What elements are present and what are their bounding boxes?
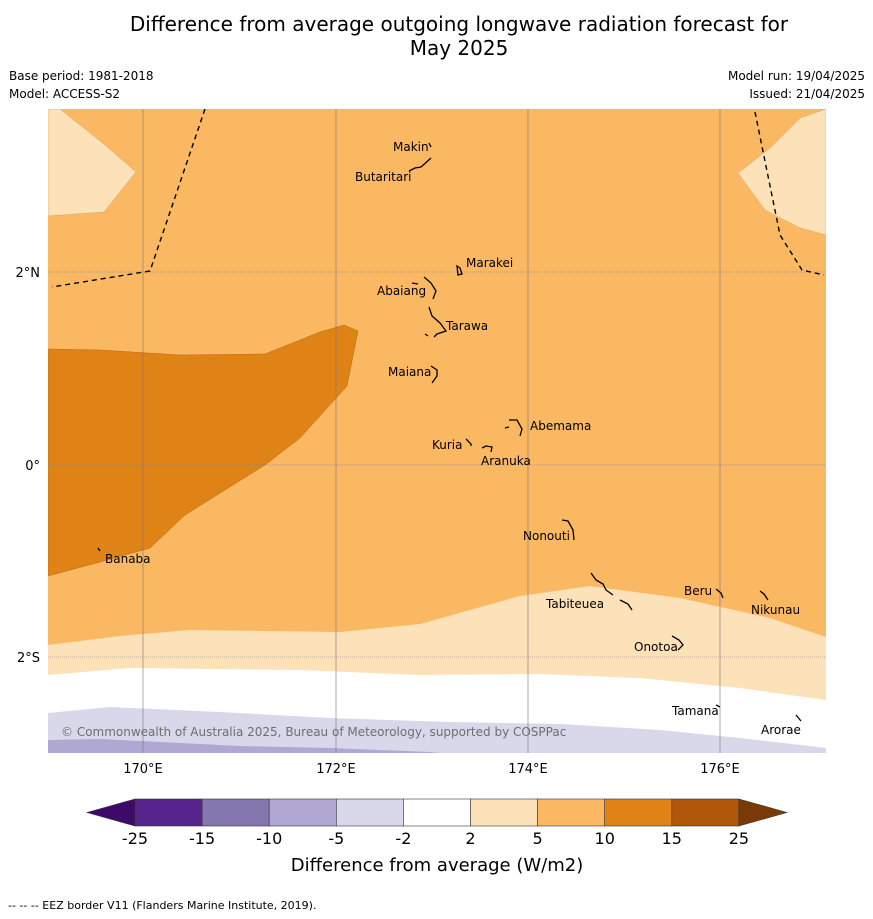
tamana-island [715,704,721,708]
tabiteuea-south [619,599,633,611]
model-run-text: Model run: 19/04/2025 [727,69,865,83]
axis-labels: 170°E 172°E 174°E 176°E 2°N 0° 2°S [16,266,740,777]
maiana-island [430,365,438,384]
abemama-west-reef [504,426,510,429]
makin-island [428,142,432,148]
colorbar-cell [403,798,471,827]
anomaly-2-5-region-ne [737,109,826,236]
island-label-tarawa: Tarawa [445,319,488,333]
colorbar-cell [335,798,404,827]
title-line-1: Difference from average outgoing longwav… [129,12,789,36]
map-grid [48,109,826,753]
colorbar-extend-high [738,798,789,827]
colorbar-cell [537,798,605,827]
eez-border [51,109,825,288]
anomaly-neg5-neg10-region [48,739,440,753]
island-label-marakei: Marakei [466,256,513,270]
colorbar-tick-label: 2 [465,829,475,848]
model-text: Model: ACCESS-S2 [9,87,121,101]
colorbar-tick-label: -15 [189,829,215,848]
lon-label-170: 170°E [123,762,163,777]
colorbar-label: Difference from average (W/m2) [291,855,583,876]
marakei-island [456,264,463,276]
island-label-abaiang: Abaiang [377,284,426,298]
butaritari-island [408,157,432,172]
meta-left: Base period: 1981-2018 Model: ACCESS-S2 [9,67,154,103]
colorbar-tick-label: 15 [662,829,682,848]
island-label-onotoa: Onotoa [634,640,678,654]
colorbar-cells [85,798,789,827]
colorbar-tick-labels: -25 -15 -10 -5 -2 2 5 10 15 25 [122,829,749,848]
nikunau-island [759,590,769,601]
island-labels: Makin Butaritari Marakei Abaiang Tarawa … [105,140,801,737]
tarawa-island [428,306,448,338]
abemama-island [509,419,523,437]
anomaly-2-5-region-nw [48,109,137,217]
island-label-beru: Beru [684,584,712,598]
eez-footnote: -- -- -- EEZ border V11 (Flanders Marine… [8,899,317,912]
tarawa-west-reef [424,333,429,337]
lon-label-172: 172°E [316,762,356,777]
title-line-2: May 2025 [409,36,509,60]
island-label-tabiteuea: Tabiteuea [545,597,604,611]
colorbar-tick-label: -5 [328,829,344,848]
island-label-tamana: Tamana [671,704,719,718]
copyright-text: © Commonwealth of Australia 2025, Bureau… [61,725,566,739]
colorbar-tick-label: 10 [595,829,615,848]
island-outlines [97,142,802,722]
nonouti-island [561,519,575,541]
lat-label-2n: 2°N [16,266,41,281]
colorbar-tick-label: 5 [533,829,543,848]
colorbar-tick-label: 25 [729,829,749,848]
colorbar-cell [604,798,673,827]
colorbar-tick-label: -25 [122,829,148,848]
arorae-island [795,714,802,722]
island-label-aranuka: Aranuka [481,454,531,468]
colorbar-tick-label: -2 [395,829,411,848]
colorbar-cell [201,798,270,827]
issued-text: Issued: 21/04/2025 [749,87,865,101]
island-label-banaba: Banaba [105,552,151,566]
aranuka-island [481,445,493,453]
lat-label-2s: 2°S [17,651,40,666]
abaiang-west-reef [411,282,419,285]
map-title: Difference from average outgoing longwav… [0,12,873,60]
island-label-arorae: Arorae [761,723,801,737]
base-period-text: Base period: 1981-2018 [9,69,154,83]
banaba-island [97,547,101,552]
anomaly-10-15-region [48,324,359,577]
island-label-nikunau: Nikunau [751,603,800,617]
tabiteuea-north [590,572,614,596]
island-label-makin: Makin [393,140,429,154]
lon-label-176: 176°E [700,762,740,777]
meta-right: Model run: 19/04/2025 Issued: 21/04/2025 [728,67,865,103]
lat-label-0: 0° [25,459,40,474]
island-label-abemama: Abemama [530,419,591,433]
anomaly-neg2-neg5-region [48,707,826,753]
colorbar-cell [268,798,337,827]
abaiang-island [423,276,437,300]
onotoa-island [671,635,684,651]
colorbar: -25 -15 -10 -5 -2 2 5 10 15 25 Difference from av… [85,798,789,876]
colorbar-cell [671,798,740,827]
colorbar-tick-label: -10 [256,829,282,848]
colorbar-extend-low [85,798,136,827]
island-label-nonouti: Nonouti [523,529,570,543]
island-label-kuria: Kuria [432,438,463,452]
map-area: Makin Butaritari Marakei Abaiang Tarawa … [48,109,826,753]
colorbar-cell [134,798,203,827]
island-label-maiana: Maiana [388,365,431,379]
island-label-butaritari: Butaritari [355,170,412,184]
colorbar-cell [470,798,538,827]
lon-label-174: 174°E [508,762,548,777]
kuria-island [465,438,472,446]
beru-island [715,588,724,599]
